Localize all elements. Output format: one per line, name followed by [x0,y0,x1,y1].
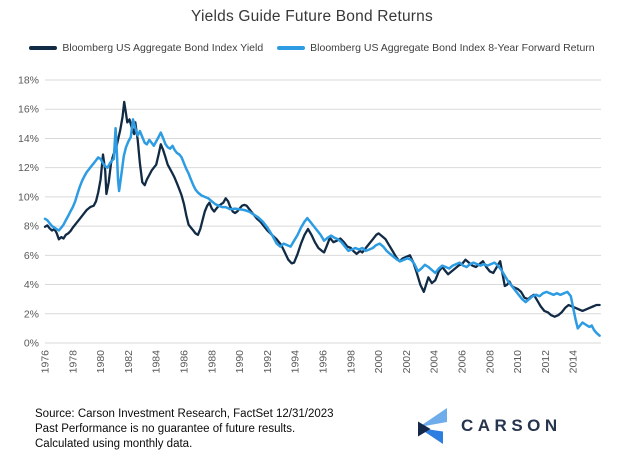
x-axis-tick-label: 2002 [401,350,413,374]
x-axis-tick-label: 1998 [345,350,357,374]
legend-item-forward-return: Bloomberg US Aggregate Bond Index 8-Year… [277,42,595,54]
carson-logo: CARSON [418,408,562,444]
x-axis-tick-label: 1992 [262,350,274,374]
x-axis-tick-label: 2008 [484,350,496,374]
y-axis-tick-label: 14% [18,133,39,145]
carson-wordmark: CARSON [461,416,562,435]
x-axis-tick-label: 1976 [40,350,52,374]
y-axis-tick-label: 6% [24,250,39,262]
x-axis-tick-label: 2004 [429,350,441,374]
x-axis-tick-label: 2010 [512,350,524,374]
x-axis-tick-label: 1994 [290,350,302,374]
x-axis-tick-label: 1988 [206,350,218,374]
x-axis-tick-label: 1984 [151,350,163,374]
series-line [43,100,601,318]
y-axis-tick-label: 8% [24,221,39,233]
x-axis-tick-label: 1982 [123,350,135,374]
y-axis-tick-label: 10% [18,191,39,203]
series-line [43,118,601,337]
line-chart-plot: 0% 2% 4% 6% 8% 10% 12% 14% 16% 18% 1976 1978 1980 198… [18,75,601,374]
source-note: Source: Carson Investment Research, Fact… [35,407,334,452]
x-axis-tick-label: 2000 [373,350,385,374]
carson-chevron-icon [418,408,447,444]
y-axis-tick-label: 0% [24,338,39,350]
x-axis-tick-label: 2014 [568,350,580,374]
y-axis-tick-label: 2% [24,308,39,320]
legend-label-yield: Bloomberg US Aggregate Bond Index Yield [62,42,264,54]
chart-legend: Bloomberg US Aggregate Bond Index Yield … [0,42,624,54]
y-axis-tick-label: 12% [18,162,39,174]
x-axis-tick-label: 1978 [67,350,79,374]
yield-line-swatch [29,46,58,50]
chart-title: Yields Guide Future Bond Returns [191,8,433,25]
x-axis-tick-label: 1980 [95,350,107,374]
x-axis-tick-label: 1996 [318,350,330,374]
methodology-line: Calculated using monthly data. [35,438,193,450]
y-axis-tick-label: 18% [18,75,39,87]
x-axis-tick-label: 2012 [540,350,552,374]
y-axis-tick-label: 16% [18,104,39,116]
disclaimer-line: Past Performance is no guarantee of futu… [35,423,296,435]
y-axis-tick-label: 4% [24,279,39,291]
x-axis-tick-label: 2006 [457,350,469,374]
legend-item-yield: Bloomberg US Aggregate Bond Index Yield [29,42,263,54]
x-axis-tick-label: 1986 [179,350,191,374]
source-line: Source: Carson Investment Research, Fact… [35,408,334,420]
legend-label-forward-return: Bloomberg US Aggregate Bond Index 8-Year… [310,42,595,54]
x-axis-tick-label: 1990 [234,350,246,374]
forward-return-line-swatch [277,46,306,50]
